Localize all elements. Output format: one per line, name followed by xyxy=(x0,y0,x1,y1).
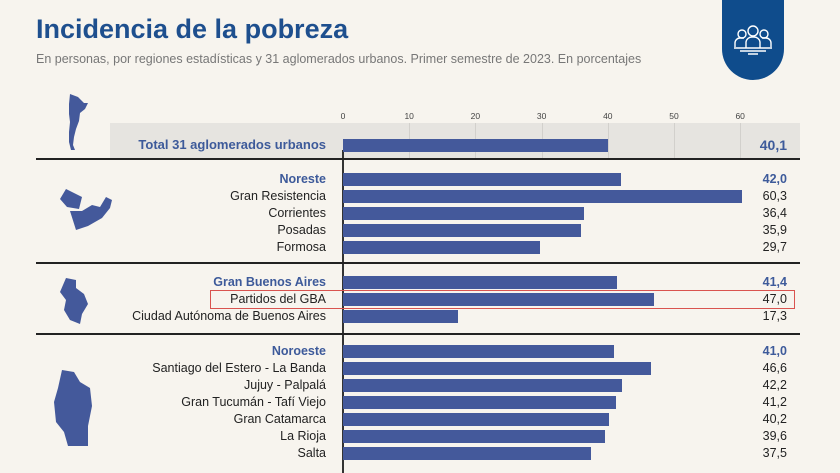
row-label: Gran Tucumán - Tafí Viejo xyxy=(181,395,326,409)
highlight-box xyxy=(210,290,795,309)
divider xyxy=(36,262,800,264)
bar xyxy=(343,412,610,426)
page-subtitle: En personas, por regiones estadísticas y… xyxy=(36,52,642,66)
bar xyxy=(343,189,743,203)
row-label: Total 31 aglomerados urbanos xyxy=(138,137,326,152)
bar xyxy=(343,429,606,443)
value-label: 47,0 xyxy=(762,292,787,306)
bar xyxy=(343,138,609,152)
x-tick-label: 0 xyxy=(340,111,346,121)
row-label: Jujuy - Palpalá xyxy=(244,378,326,392)
noroeste-map-icon xyxy=(54,370,92,446)
noreste-map-icon xyxy=(60,189,112,230)
bar xyxy=(343,309,458,323)
value-label: 41,0 xyxy=(762,344,787,358)
x-tick-label: 20 xyxy=(470,111,481,121)
value-label: 42,2 xyxy=(762,378,787,392)
row-label: Corrientes xyxy=(268,206,326,220)
bar xyxy=(343,446,592,460)
value-label: 40,2 xyxy=(762,412,787,426)
value-label: 29,7 xyxy=(762,240,787,254)
value-label: 41,4 xyxy=(762,275,787,289)
gba-map-icon xyxy=(60,278,88,324)
row-label: Salta xyxy=(297,446,327,460)
row-label: Partidos del GBA xyxy=(230,292,326,306)
value-label: 37,5 xyxy=(762,446,787,460)
row-label: Formosa xyxy=(276,240,326,254)
value-label: 60,3 xyxy=(762,189,787,203)
axis-line xyxy=(342,150,344,473)
gridline xyxy=(674,123,675,158)
x-tick-label: 30 xyxy=(536,111,547,121)
bar xyxy=(343,206,584,220)
row-label: Posadas xyxy=(277,223,326,237)
bar xyxy=(343,378,623,392)
value-label: 39,6 xyxy=(762,429,787,443)
value-label: 36,4 xyxy=(762,206,787,220)
row-label: Santiago del Estero - La Banda xyxy=(152,361,326,375)
gridline xyxy=(740,123,742,158)
divider xyxy=(36,158,800,160)
x-tick-label: 60 xyxy=(735,111,745,121)
row-label: Ciudad Autónoma de Buenos Aires xyxy=(132,309,326,323)
people-group-icon xyxy=(734,25,772,55)
bar xyxy=(343,361,652,375)
bar xyxy=(343,395,616,409)
value-label: 41,2 xyxy=(762,395,787,409)
value-label: 46,6 xyxy=(762,361,787,375)
value-label: 42,0 xyxy=(762,172,787,186)
row-label: Gran Resistencia xyxy=(230,189,326,203)
x-tick-label: 40 xyxy=(603,111,613,121)
bar xyxy=(343,240,540,254)
bar xyxy=(343,223,581,237)
bar xyxy=(343,344,615,358)
divider xyxy=(36,333,800,335)
row-label: Noroeste xyxy=(271,344,326,358)
row-label: La Rioja xyxy=(280,429,326,443)
row-label: Gran Buenos Aires xyxy=(213,275,326,289)
x-tick-label: 50 xyxy=(669,111,679,121)
bar xyxy=(343,275,618,289)
badge xyxy=(722,0,784,80)
value-label: 35,9 xyxy=(762,223,787,237)
bar xyxy=(343,292,655,306)
argentina-map-icon xyxy=(69,94,88,150)
row-label: Gran Catamarca xyxy=(233,412,326,426)
x-tick-label: 10 xyxy=(404,111,414,121)
bar xyxy=(343,172,622,186)
value-label: 17,3 xyxy=(762,309,787,323)
page-title: Incidencia de la pobreza xyxy=(36,14,349,44)
row-label: Noreste xyxy=(279,172,326,186)
value-label: 40,1 xyxy=(759,137,787,153)
